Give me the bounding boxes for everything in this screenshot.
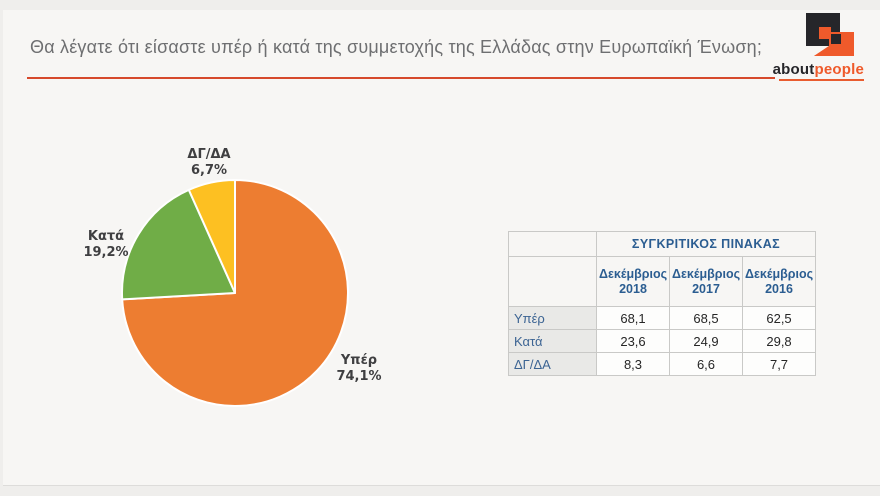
cell-yper-2018: 68,1 — [596, 306, 670, 330]
pie-label-yper-name: Υπέρ — [340, 353, 378, 368]
cell-yper-2017: 68,5 — [669, 306, 743, 330]
row-label-kata: Κατά — [508, 329, 597, 353]
logo-underline-rule — [779, 79, 864, 81]
logo-text-about: about — [772, 61, 815, 78]
cell-yper-2016: 62,5 — [741, 306, 817, 330]
table-row-dgda: ΔΓ/ΔΑ 8,3 6,6 7,7 — [508, 352, 817, 376]
cell-kata-2018: 23,6 — [596, 329, 670, 353]
table-corner-cell-2 — [508, 256, 597, 307]
table-col-header-2017: Δεκέμβριος 2017 — [669, 256, 743, 307]
aboutpeople-logo-text: aboutpeople — [703, 61, 864, 78]
pie-label-dgda-name: ΔΓ/ΔΑ — [187, 147, 231, 162]
pie-chart-svg — [121, 179, 349, 407]
page-title: Θα λέγατε ότι είσαστε υπέρ ή κατά της συ… — [30, 37, 763, 57]
table-title-row: ΣΥΓΚΡΙΤΙΚΟΣ ΠΙΝΑΚΑΣ — [508, 231, 817, 257]
cell-dgda-2018: 8,3 — [596, 352, 670, 376]
table-header-row: Δεκέμβριος 2018 Δεκέμβριος 2017 Δεκέμβρι… — [508, 256, 817, 307]
pie-label-kata-name: Κατά — [87, 229, 125, 244]
row-label-dgda: ΔΓ/ΔΑ — [508, 352, 597, 376]
pie-label-yper: Υπέρ 74,1% — [313, 353, 405, 385]
table-row-kata: Κατά 23,6 24,9 29,8 — [508, 329, 817, 353]
table-row-yper: Υπέρ 68,1 68,5 62,5 — [508, 306, 817, 330]
pie-slice-2 — [187, 179, 236, 294]
logo-text-people: people — [814, 61, 864, 78]
pie-label-kata-value: 19,2% — [83, 245, 129, 260]
pie-label-kata: Κατά 19,2% — [60, 229, 152, 261]
slide: Θα λέγατε ότι είσαστε υπέρ ή κατά της συ… — [3, 10, 880, 486]
row-label-yper: Υπέρ — [508, 306, 597, 330]
table-col-header-2018: Δεκέμβριος 2018 — [596, 256, 670, 307]
table-corner-cell — [508, 231, 597, 257]
table-col-header-2016: Δεκέμβριος 2016 — [741, 256, 817, 307]
pie-label-dgda-value: 6,7% — [190, 163, 228, 178]
cell-kata-2016: 29,8 — [741, 329, 817, 353]
title-underline-rule — [27, 77, 775, 79]
cell-dgda-2016: 7,7 — [741, 352, 817, 376]
pie-slice-1 — [121, 188, 236, 301]
aboutpeople-logo-icon — [806, 13, 854, 56]
table-title: ΣΥΓΚΡΙΤΙΚΟΣ ΠΙΝΑΚΑΣ — [595, 231, 817, 257]
pie-label-dgda: ΔΓ/ΔΑ 6,7% — [163, 147, 255, 179]
cell-kata-2017: 24,9 — [669, 329, 743, 353]
pie-label-yper-value: 74,1% — [336, 369, 382, 384]
cell-dgda-2017: 6,6 — [669, 352, 743, 376]
comparison-table: ΣΥΓΚΡΙΤΙΚΟΣ ΠΙΝΑΚΑΣ Δεκέμβριος 2018 Δεκέ… — [508, 231, 817, 376]
